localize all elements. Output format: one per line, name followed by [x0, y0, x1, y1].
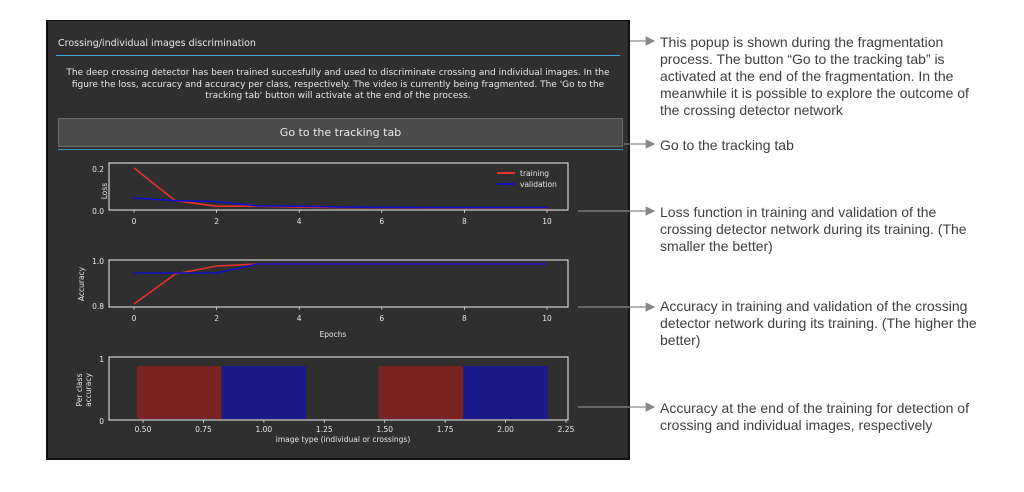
per-class-ylabel-line2: accuracy	[84, 373, 93, 407]
annotation-loss: Loss function in training and validation…	[660, 204, 967, 254]
per-class-bars	[136, 366, 548, 419]
per-class-ytick-0: 0	[99, 417, 104, 426]
loss-point-validation-4	[298, 205, 300, 207]
loss-frame	[108, 162, 569, 211]
loss-point-validation-3	[257, 205, 259, 207]
loss-ylabel: Loss	[100, 183, 109, 200]
accuracy-point-validation-5	[339, 263, 342, 265]
loss-xtick-0: 0	[132, 217, 137, 226]
accuracy-lines	[133, 263, 548, 305]
per-class-xticks: 0.50 0.75 1.00 1.25 1.50 1.75 2.00 2.25	[135, 420, 575, 434]
accuracy-point-validation-0	[133, 272, 135, 274]
accuracy-point-validation-3	[257, 263, 259, 265]
loss-ytick-0: 0.0	[92, 207, 104, 216]
loss-point-validation-2	[216, 201, 218, 203]
accuracy-xtick-0: 0	[132, 314, 137, 323]
accuracy-xtick-4: 8	[462, 314, 467, 323]
per-class-xtick-5: 1.75	[437, 425, 454, 434]
per-class-chart: Per class accuracy 0 1 0.50 0.75 1.00 1.25 1…	[75, 355, 575, 444]
accuracy-point-training-2	[216, 265, 218, 267]
loss-point-training-0	[133, 167, 135, 169]
loss-point-validation-10	[546, 206, 548, 209]
per-class-xtick-6: 2.00	[497, 425, 514, 434]
per-class-ylabel-line1: Per class	[75, 373, 84, 406]
per-class-frame	[108, 356, 569, 421]
accuracy-point-validation-9	[505, 263, 507, 265]
loss-point-validation-0	[133, 197, 135, 199]
accuracy-ytick-0: 0.8	[92, 302, 104, 311]
annotation-per-class: Accuracy at the end of the training for …	[660, 400, 969, 433]
accuracy-xtick-3: 6	[379, 314, 384, 323]
popup-description: The deep crossing detector has been trai…	[66, 68, 610, 101]
title-underline	[56, 55, 620, 56]
loss-point-validation-8	[463, 206, 465, 209]
popup-title: Crossing/individual images discriminatio…	[58, 38, 256, 49]
annotation-accuracy: Accuracy in training and validation of t…	[660, 298, 977, 348]
accuracy-chart: Accuracy 0.8 1.0 0 2 4 6 8 10 Epochs	[77, 257, 569, 339]
per-class-xtick-7: 2.25	[558, 425, 575, 434]
training-charts: Loss 0.0 0.2 0 2 4 6 8 10 training validation…	[75, 162, 575, 444]
per-class-xlabel: image type (individual or crossings)	[276, 435, 411, 444]
loss-point-training-2	[216, 205, 218, 207]
per-class-xtick-1: 0.75	[195, 425, 212, 434]
accuracy-ylabel: Accuracy	[77, 266, 86, 301]
accuracy-xtick-5: 10	[542, 314, 552, 323]
accuracy-point-validation-6	[381, 263, 383, 265]
loss-point-validation-1	[174, 200, 176, 202]
loss-xtick-5: 10	[542, 217, 552, 226]
per-class-xtick-4: 1.50	[376, 425, 393, 434]
accuracy-xlabel: Epochs	[320, 330, 347, 339]
per-class-bar-3	[463, 366, 548, 419]
go-to-tracking-tab-button[interactable]: Go to the tracking tab	[58, 118, 623, 147]
per-class-bar-1	[221, 366, 307, 419]
loss-xticks: 0 2 4 6 8 10	[132, 210, 552, 226]
loss-lines	[133, 167, 548, 209]
accuracy-point-validation-10	[546, 263, 548, 265]
accuracy-point-validation-2	[216, 272, 218, 274]
per-class-xtick-0: 0.50	[135, 425, 152, 434]
loss-point-validation-5	[339, 206, 342, 208]
accuracy-xticks: 0 2 4 6 8 10	[132, 307, 552, 323]
discrimination-popup: Crossing/individual images discriminatio…	[46, 20, 630, 460]
accuracy-ytick-1: 1.0	[92, 257, 104, 266]
loss-xtick-1: 2	[214, 217, 219, 226]
loss-point-validation-7	[422, 206, 424, 209]
per-class-xtick-3: 1.25	[316, 425, 333, 434]
loss-point-validation-9	[505, 206, 507, 209]
per-class-xtick-2: 1.00	[256, 425, 273, 434]
loss-ytick-1: 0.2	[92, 165, 104, 174]
accuracy-point-training-0	[133, 303, 135, 305]
loss-xtick-4: 8	[462, 217, 467, 226]
loss-point-validation-6	[381, 206, 383, 208]
accuracy-xtick-1: 2	[214, 314, 219, 323]
per-class-bar-0	[136, 366, 222, 419]
loss-xtick-3: 6	[379, 217, 384, 226]
button-underline	[58, 149, 623, 150]
accuracy-point-validation-8	[463, 263, 465, 265]
annotation-button: Go to the tracking tab	[660, 137, 794, 153]
accuracy-line-validation	[134, 263, 547, 274]
accuracy-line-training	[133, 263, 547, 305]
accuracy-xtick-2: 4	[297, 314, 302, 323]
annotation-popup: This popup is shown during the fragmenta…	[660, 34, 969, 118]
per-class-ytick-1: 1	[99, 355, 104, 364]
legend-validation-label: validation	[520, 180, 557, 189]
accuracy-point-validation-1	[174, 272, 176, 274]
per-class-bar-2	[378, 366, 464, 419]
accuracy-point-validation-7	[422, 263, 424, 265]
accuracy-frame	[108, 259, 569, 308]
legend-training-label: training	[520, 169, 549, 178]
loss-xtick-2: 4	[297, 217, 302, 226]
accuracy-point-validation-4	[298, 263, 300, 265]
loss-chart: Loss 0.0 0.2 0 2 4 6 8 10 training validation	[92, 162, 569, 226]
